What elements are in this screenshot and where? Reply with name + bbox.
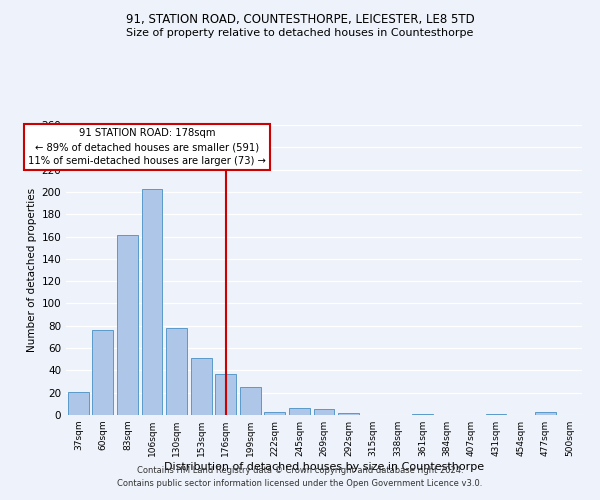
Bar [535, 412, 556, 415]
Bar [68, 392, 89, 415]
Bar [265, 412, 286, 415]
Bar [142, 188, 163, 415]
Bar [117, 236, 138, 415]
Bar [191, 358, 212, 415]
Bar [92, 330, 113, 415]
Bar [166, 328, 187, 415]
Bar [412, 414, 433, 415]
Bar [314, 410, 334, 415]
Text: Contains HM Land Registry data © Crown copyright and database right 2024.
Contai: Contains HM Land Registry data © Crown c… [118, 466, 482, 487]
Bar [485, 414, 506, 415]
Bar [289, 408, 310, 415]
X-axis label: Distribution of detached houses by size in Countesthorpe: Distribution of detached houses by size … [164, 462, 484, 472]
Text: Size of property relative to detached houses in Countesthorpe: Size of property relative to detached ho… [127, 28, 473, 38]
Y-axis label: Number of detached properties: Number of detached properties [27, 188, 37, 352]
Text: 91, STATION ROAD, COUNTESTHORPE, LEICESTER, LE8 5TD: 91, STATION ROAD, COUNTESTHORPE, LEICEST… [125, 12, 475, 26]
Text: 91 STATION ROAD: 178sqm
← 89% of detached houses are smaller (591)
11% of semi-d: 91 STATION ROAD: 178sqm ← 89% of detache… [28, 128, 266, 166]
Bar [338, 413, 359, 415]
Bar [240, 387, 261, 415]
Bar [215, 374, 236, 415]
